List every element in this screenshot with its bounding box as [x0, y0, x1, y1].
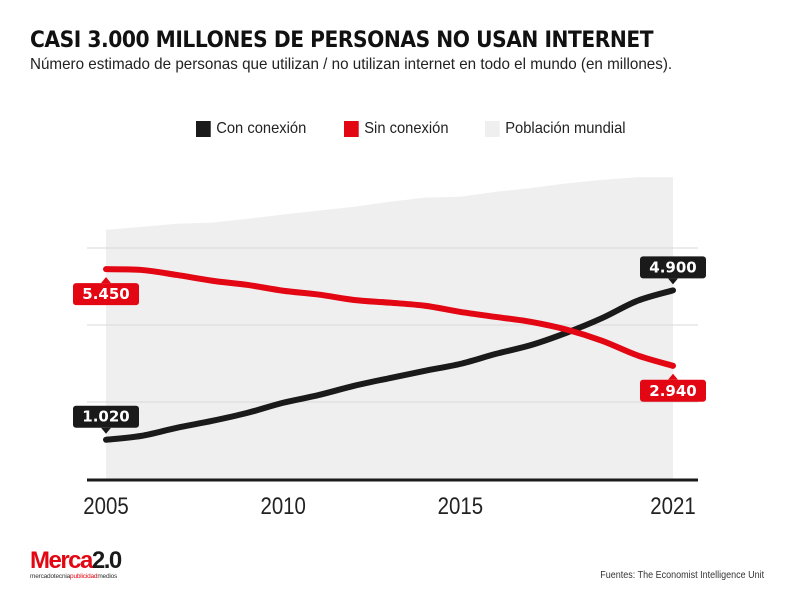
- legend-swatch-poblacion-mundial: [485, 121, 501, 137]
- callout-label: 1.020: [82, 408, 129, 426]
- legend-item-con-conexion: Con conexión: [196, 120, 306, 138]
- line-layer: [103, 266, 676, 443]
- legend-label: Población mundial: [505, 120, 626, 137]
- callout-pointer: [101, 427, 111, 434]
- area-layer: [106, 177, 673, 479]
- callout-label: 2.940: [649, 382, 696, 400]
- legend-item-poblacion-mundial: Población mundial: [485, 120, 626, 138]
- merca20-logo: Merca2.0 mercadotecniapublicidadmedios: [30, 547, 122, 581]
- data-callout: 2.940: [640, 373, 706, 402]
- x-tick-label: 2010: [260, 492, 305, 519]
- legend-item-sin-conexion: Sin conexión: [343, 120, 449, 138]
- callout-box: [73, 405, 139, 428]
- x-tick-label: 2021: [650, 492, 695, 519]
- logo-wordmark: Merca2.0: [30, 547, 122, 574]
- source-note: Fuentes: The Economist Intelligence Unit: [600, 570, 764, 581]
- logo-tagline: mercadotecniapublicidadmedios: [30, 573, 118, 580]
- annotation-layer: 5.450 1.020 4.900 2.940: [73, 256, 706, 434]
- x-tick-label: 2015: [438, 492, 483, 519]
- legend-swatch-sin-conexion: [343, 121, 359, 137]
- legend-swatch-con-conexion: [196, 121, 211, 137]
- data-callout: 4.900: [640, 256, 706, 285]
- chart-subtitle: Número estimado de personas que utilizan…: [30, 56, 673, 73]
- population-area: [106, 177, 673, 479]
- legend-label: Sin conexión: [364, 120, 449, 137]
- callout-pointer: [668, 373, 678, 380]
- data-callout: 5.450: [73, 277, 139, 306]
- series-line-con-conexi-n: [103, 287, 676, 443]
- grid-layer: [87, 247, 698, 403]
- legend-label: Con conexión: [216, 120, 307, 137]
- callout-label: 5.450: [82, 285, 129, 303]
- x-tick-label: 2005: [83, 492, 128, 519]
- callout-label: 4.900: [649, 258, 696, 276]
- axis-layer: 2005 2010 2015 2021: [83, 478, 698, 519]
- data-callout: 1.020: [73, 405, 139, 434]
- chart-title: CASI 3.000 MILLONES DE PERSONAS NO USAN …: [30, 28, 654, 53]
- callout-box: [640, 256, 706, 279]
- callout-pointer: [101, 277, 111, 284]
- callout-pointer: [668, 278, 678, 285]
- series-line-sin-conexi-n: [103, 266, 676, 369]
- callout-box: [73, 283, 139, 306]
- callout-box: [640, 379, 706, 402]
- legend: Con conexión Sin conexión Población mund…: [196, 120, 666, 138]
